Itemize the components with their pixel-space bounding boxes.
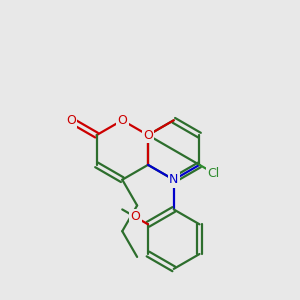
Text: O: O (117, 114, 127, 127)
Text: Cl: Cl (208, 167, 220, 179)
Text: N: N (169, 173, 178, 186)
Text: O: O (66, 114, 76, 127)
Text: O: O (143, 129, 153, 142)
Text: O: O (130, 210, 140, 224)
